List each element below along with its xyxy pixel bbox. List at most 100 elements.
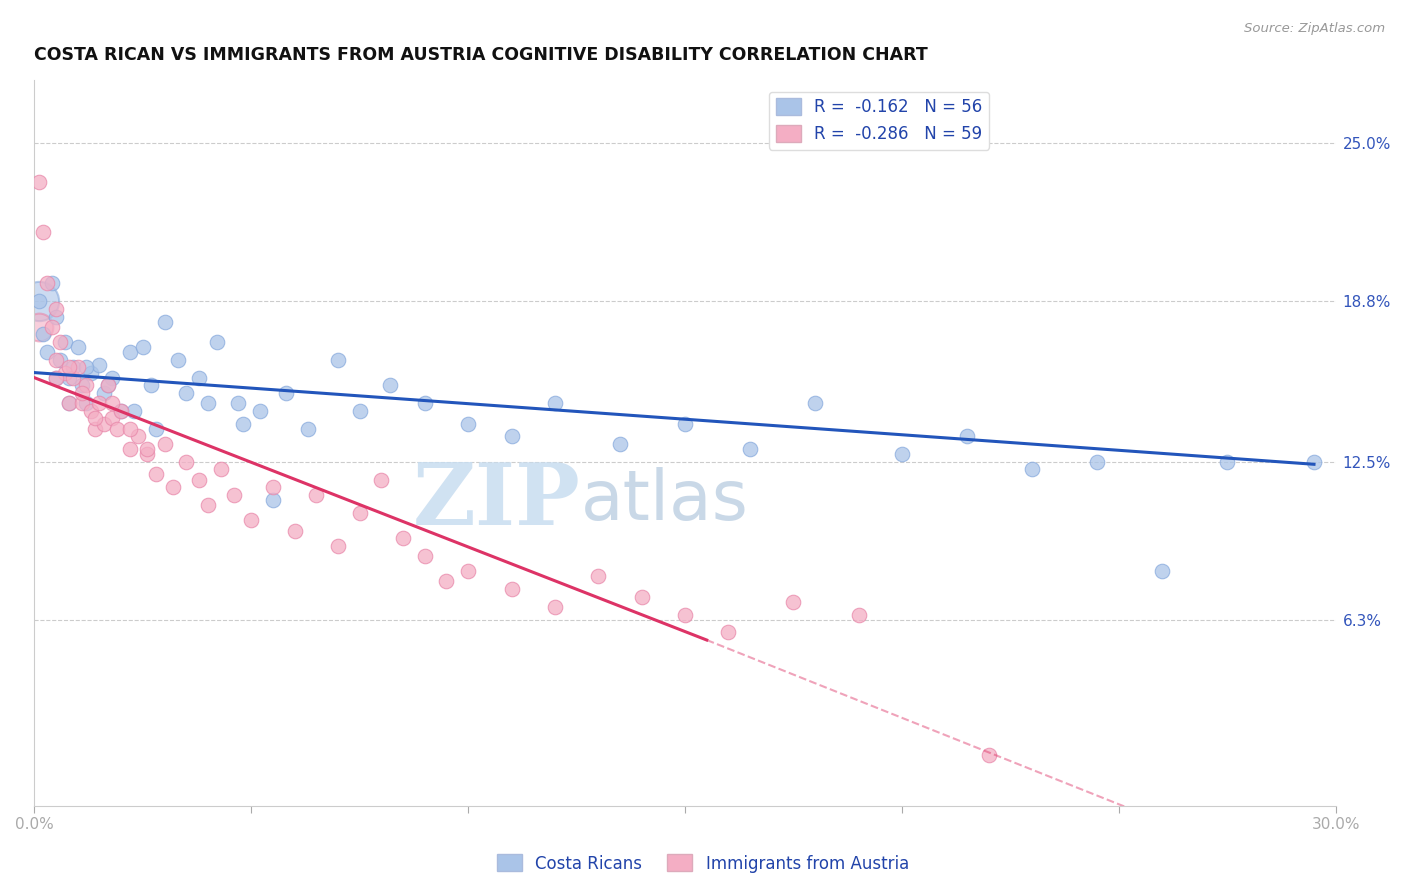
Point	[457, 564, 479, 578]
Point	[89, 358, 111, 372]
Point	[501, 429, 523, 443]
Point	[62, 360, 84, 375]
Point	[49, 352, 72, 367]
Point	[262, 492, 284, 507]
Point	[782, 595, 804, 609]
Point	[45, 370, 67, 384]
Point	[110, 404, 132, 418]
Point	[75, 378, 97, 392]
Point	[66, 340, 89, 354]
Point	[673, 417, 696, 431]
Point	[41, 319, 63, 334]
Point	[70, 396, 93, 410]
Point	[45, 301, 67, 316]
Point	[174, 455, 197, 469]
Point	[93, 386, 115, 401]
Point	[240, 513, 263, 527]
Point	[66, 360, 89, 375]
Point	[53, 366, 76, 380]
Point	[45, 352, 67, 367]
Point	[956, 429, 979, 443]
Point	[848, 607, 870, 622]
Point	[1021, 462, 1043, 476]
Point	[222, 488, 245, 502]
Point	[544, 599, 567, 614]
Point	[110, 404, 132, 418]
Point	[249, 404, 271, 418]
Point	[141, 378, 163, 392]
Text: atlas: atlas	[581, 467, 749, 534]
Point	[717, 625, 740, 640]
Point	[197, 396, 219, 410]
Point	[544, 396, 567, 410]
Point	[89, 396, 111, 410]
Point	[209, 462, 232, 476]
Point	[101, 396, 124, 410]
Point	[132, 340, 155, 354]
Point	[205, 334, 228, 349]
Point	[162, 480, 184, 494]
Point	[28, 175, 51, 189]
Point	[45, 310, 67, 324]
Point	[609, 437, 631, 451]
Point	[84, 411, 107, 425]
Point	[890, 447, 912, 461]
Point	[58, 396, 80, 410]
Point	[1303, 455, 1326, 469]
Point	[84, 422, 107, 436]
Point	[977, 747, 1000, 762]
Point	[262, 480, 284, 494]
Point	[349, 404, 371, 418]
Point	[80, 404, 103, 418]
Point	[326, 539, 349, 553]
Point	[274, 386, 297, 401]
Point	[118, 422, 141, 436]
Point	[1085, 455, 1108, 469]
Point	[197, 498, 219, 512]
Point	[153, 315, 176, 329]
Point	[41, 277, 63, 291]
Point	[58, 370, 80, 384]
Point	[97, 378, 120, 392]
Point	[378, 378, 401, 392]
Point	[174, 386, 197, 401]
Point	[93, 417, 115, 431]
Point	[588, 569, 610, 583]
Point	[166, 352, 188, 367]
Point	[188, 370, 211, 384]
Point	[673, 607, 696, 622]
Point	[145, 422, 167, 436]
Point	[105, 422, 128, 436]
Point	[370, 473, 392, 487]
Point	[32, 226, 55, 240]
Point	[284, 524, 307, 538]
Point	[436, 574, 458, 589]
Text: ZIP: ZIP	[413, 458, 581, 542]
Point	[804, 396, 827, 410]
Point	[28, 294, 51, 309]
Point	[188, 473, 211, 487]
Text: Source: ZipAtlas.com: Source: ZipAtlas.com	[1244, 22, 1385, 36]
Point	[1152, 564, 1174, 578]
Point	[136, 442, 159, 456]
Point	[62, 370, 84, 384]
Point	[28, 319, 51, 334]
Point	[101, 411, 124, 425]
Point	[226, 396, 249, 410]
Point	[145, 467, 167, 482]
Point	[70, 386, 93, 401]
Point	[45, 370, 67, 384]
Point	[101, 370, 124, 384]
Point	[58, 396, 80, 410]
Point	[80, 366, 103, 380]
Point	[37, 277, 59, 291]
Point	[413, 549, 436, 563]
Point	[75, 360, 97, 375]
Legend: R =  -0.162   N = 56, R =  -0.286   N = 59: R = -0.162 N = 56, R = -0.286 N = 59	[769, 92, 988, 150]
Point	[413, 396, 436, 410]
Point	[326, 352, 349, 367]
Point	[153, 437, 176, 451]
Point	[457, 417, 479, 431]
Point	[118, 442, 141, 456]
Point	[70, 378, 93, 392]
